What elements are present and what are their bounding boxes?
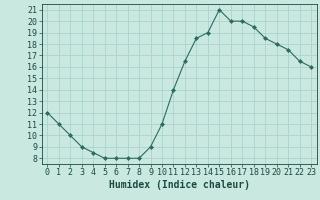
X-axis label: Humidex (Indice chaleur): Humidex (Indice chaleur) (109, 180, 250, 190)
